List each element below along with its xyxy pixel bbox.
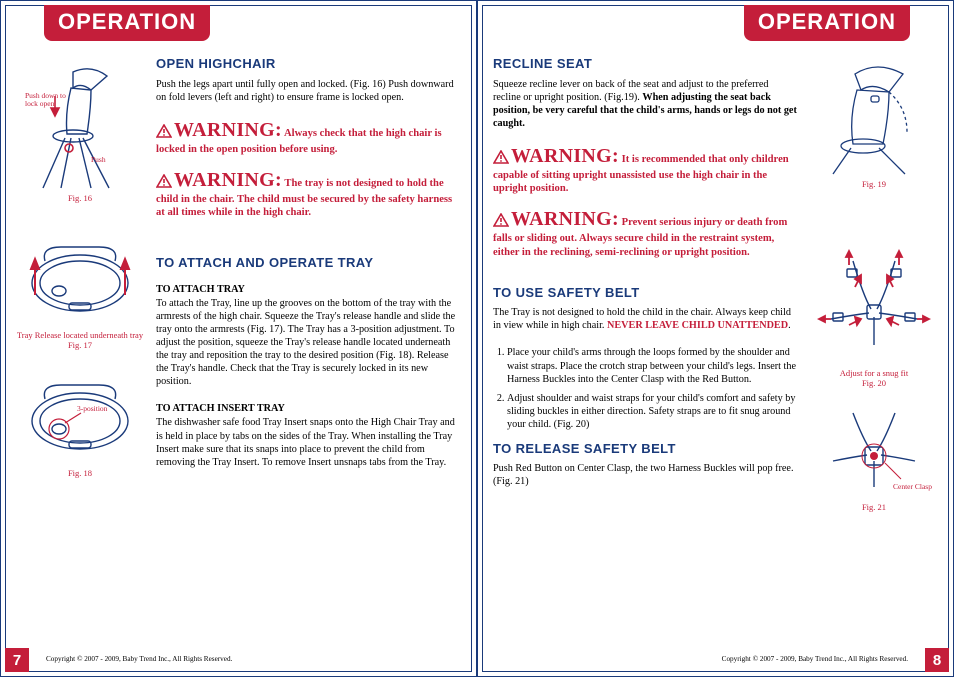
warning-1: WARNING: Always check that the high chai… [156,118,461,156]
page-8-text: RECLINE SEAT Squeeze recline lever on ba… [493,56,798,641]
tray-icon [21,233,139,329]
page-8-inner: OPERATION [482,5,949,672]
svg-text:Center Clasp: Center Clasp [893,482,932,491]
release-belt-heading: TO RELEASE SAFETY BELT [493,441,798,458]
warning-triangle-icon [156,174,172,192]
open-highchair-heading: OPEN HIGHCHAIR [156,56,461,73]
warning-2: WARNING: The tray is not designed to hol… [156,168,461,219]
insert-tray-body: The dishwasher safe food Tray Insert sna… [156,416,461,468]
fig21-caption: Fig. 21 [810,502,938,512]
page-7-content: Push down to lock open Push Fig. 16 [16,56,461,641]
page-8: OPERATION [477,0,954,677]
belt-intro-red: NEVER LEAVE CHILD UNATTENDED [607,320,788,331]
safety-belt-steps: Place your child's arms through the loop… [507,346,798,430]
highchair-icon: Push down to lock open Push [21,62,139,192]
figure-17: Tray Release located underneath tray Fig… [16,233,144,350]
recline-body: Squeeze recline lever on back of the sea… [493,78,798,130]
safety-belt-step-1: Place your child's arms through the loop… [507,346,798,385]
page-7-number: 7 [5,648,29,672]
figure-21: Center Clasp Fig. 21 [810,405,938,512]
tray-heading: TO ATTACH AND OPERATE TRAY [156,255,461,272]
page-7: OPERATION [0,0,477,677]
fig20-caption: Adjust for a snug fit Fig. 20 [810,368,938,388]
warning-1-word: WARNING: [174,119,282,141]
warning-triangle-icon [493,213,509,231]
safety-belt-step-2: Adjust shoulder and waist straps for you… [507,392,798,431]
warning-2-word: WARNING: [174,169,282,191]
svg-text:lock open: lock open [25,99,55,108]
warning-triangle-icon [156,124,172,142]
section-tab-right: OPERATION [744,5,910,41]
page-7-figures: Push down to lock open Push Fig. 16 [16,56,144,641]
warning-4-word: WARNING: [511,208,619,230]
attach-tray-body: To attach the Tray, line up the grooves … [156,297,461,388]
figure-20: Adjust for a snug fit Fig. 20 [810,249,938,388]
release-belt-body: Push Red Button on Center Clasp, the two… [493,462,798,488]
page-8-number: 8 [925,648,949,672]
page-8-footer: Copyright © 2007 - 2009, Baby Trend Inc.… [722,655,908,663]
recline-heading: RECLINE SEAT [493,56,798,73]
recline-seat-icon [815,60,933,178]
page-8-content: Fig. 19 [493,56,938,641]
fig19-caption: Fig. 19 [810,179,938,189]
harness-adjust-icon [815,249,933,367]
figure-18: 3-position Fig. 18 [16,377,144,478]
safety-belt-intro: The Tray is not designed to hold the chi… [493,306,798,332]
fig16-label-2: Push [91,155,106,164]
figure-16: Push down to lock open Push Fig. 16 [16,62,144,203]
fig16-caption: Fig. 16 [16,193,144,203]
tray-3pos-icon: 3-position [21,377,139,467]
page-8-figures: Fig. 19 [810,56,938,641]
insert-tray-subhead: TO ATTACH INSERT TRAY [156,402,461,415]
warning-3-word: WARNING: [511,145,619,167]
section-tab-left: OPERATION [44,5,210,41]
page-7-text: OPEN HIGHCHAIR Push the legs apart until… [156,56,461,641]
fig18-caption: Fig. 18 [16,468,144,478]
svg-text:3-position: 3-position [77,404,108,413]
warning-3: WARNING: It is recommended that only chi… [493,144,798,195]
page-7-inner: OPERATION [5,5,472,672]
attach-tray-subhead: TO ATTACH TRAY [156,283,461,296]
safety-belt-heading: TO USE SAFETY BELT [493,285,798,302]
open-highchair-body: Push the legs apart until fully open and… [156,78,461,104]
center-clasp-icon: Center Clasp [815,405,933,501]
page-7-footer: Copyright © 2007 - 2009, Baby Trend Inc.… [46,655,232,663]
warning-4: WARNING: Prevent serious injury or death… [493,207,798,258]
figure-19: Fig. 19 [810,60,938,189]
warning-triangle-icon [493,150,509,168]
fig17-caption: Tray Release located underneath tray Fig… [16,330,144,350]
